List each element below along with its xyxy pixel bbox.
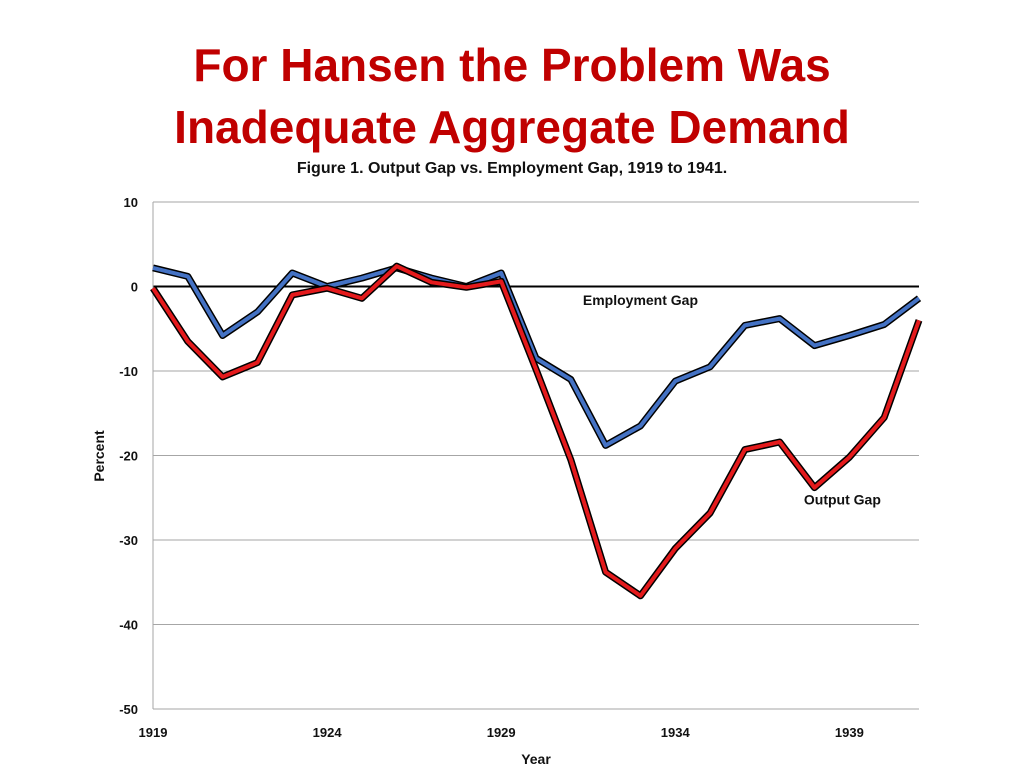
grid-lines bbox=[153, 201, 919, 710]
chart-title: Figure 1. Output Gap vs. Employment Gap,… bbox=[296, 160, 728, 177]
slide-title-line-2: Inadequate Aggregate Demand bbox=[174, 101, 850, 153]
y-tick-label: -20 bbox=[119, 449, 138, 464]
y-tick-label: 0 bbox=[131, 280, 138, 295]
slide-title-line-1: For Hansen the Problem Was bbox=[193, 39, 831, 91]
series-group: Employment Gap Output Gap bbox=[150, 262, 923, 600]
x-tick-label: 1934 bbox=[661, 725, 691, 740]
x-axis-label: Year bbox=[521, 751, 551, 767]
output-gap-line-outline bbox=[150, 262, 923, 600]
x-tick-label: 1924 bbox=[313, 725, 343, 740]
output-gap-line bbox=[151, 264, 921, 598]
x-tick-label: 1939 bbox=[835, 725, 864, 740]
y-tick-label: 10 bbox=[124, 195, 138, 210]
y-tick-label: -40 bbox=[119, 618, 138, 633]
slide-title: For Hansen the Problem Was Inadequate Ag… bbox=[0, 34, 1024, 158]
employment-gap-line bbox=[152, 265, 921, 448]
y-tick-label: -30 bbox=[119, 533, 138, 548]
y-axis-label: Percent bbox=[91, 430, 107, 482]
y-tick-label: -10 bbox=[119, 364, 138, 379]
x-tick-label: 1919 bbox=[139, 725, 168, 740]
output-gap-label: Output Gap bbox=[804, 492, 881, 508]
y-tick-label: -50 bbox=[119, 702, 138, 717]
employment-gap-label: Employment Gap bbox=[583, 292, 698, 308]
x-tick-label: 1929 bbox=[487, 725, 516, 740]
